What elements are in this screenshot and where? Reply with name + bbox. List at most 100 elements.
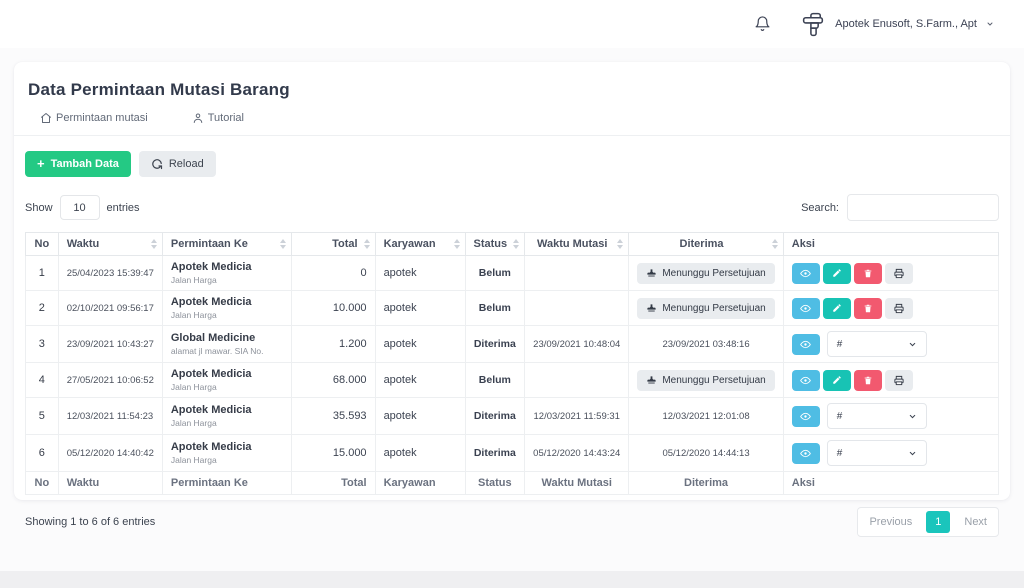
print-button[interactable] [884,297,913,319]
cell-status: Diterima [464,434,526,472]
cell-aksi [782,362,1000,398]
column-label: Waktu Mutasi [536,238,608,250]
plus-icon: + [37,156,45,171]
column-label: Diterima [684,477,729,489]
enusoft-logo-icon [801,11,826,38]
action-select[interactable]: # [826,331,927,357]
cell-status: Belum [464,290,526,326]
cell-status: Belum [464,362,526,398]
delete-button[interactable] [853,262,882,284]
nav-item-tutorial[interactable]: Tutorial [192,112,244,124]
action-select[interactable]: # [826,440,927,466]
view-button[interactable] [791,442,820,464]
cell-waktu-mutasi [524,362,630,398]
delete-button[interactable] [853,369,882,391]
page-length-select[interactable]: 10 [59,195,100,220]
column-header-waktu-mutasi[interactable]: Waktu Mutasi [524,232,630,256]
current-page-button[interactable]: 1 [926,511,951,533]
column-label: No [34,477,50,489]
search-input[interactable] [847,194,999,221]
edit-button[interactable] [822,369,851,391]
user-menu-button[interactable]: Apotek Enusoft, S.Farm., Apt [801,11,994,38]
cell-status: Belum [464,255,526,291]
cell-permintaan-ke: Apotek Medicia Jalan Harga [161,255,292,291]
reload-button[interactable]: Reload [138,151,216,177]
pending-approval-label: Menunggu Persetujuan [662,302,766,314]
page-bottom-strip [0,571,1024,588]
column-header-diterima[interactable]: Diterima [628,232,784,256]
pending-approval-button[interactable]: Menunggu Persetujuan [637,297,775,319]
column-footer-aksi: Aksi [782,471,1000,495]
eye-icon [799,339,812,350]
column-header-status[interactable]: Status [464,232,526,256]
column-header-karyawan[interactable]: Karyawan [374,232,466,256]
column-header-permintaan-ke[interactable]: Permintaan Ke [161,232,292,256]
nav-item-permintaan-mutasi[interactable]: Permintaan mutasi [40,112,148,124]
action-select-value: # [836,410,843,422]
column-label: Status [478,477,512,489]
cell-waktu-mutasi [524,290,630,326]
pagination: Previous 1 Next [857,507,999,537]
card-body: + Tambah Data Reload Show 10 entries Sea… [14,136,1010,537]
reload-label: Reload [168,158,204,170]
table-row: 3 23/09/2021 10:43:27 Global Medicine alama… [25,325,1000,363]
destination-address: Jalan Harga [170,275,217,285]
nav-label: Tutorial [207,112,244,124]
column-footer-waktu: Waktu [57,471,163,495]
home-icon [40,112,52,124]
cell-waktu: 05/12/2020 14:40:42 [57,434,163,472]
destination-name: Apotek Medicia [170,404,252,416]
previous-page-button[interactable]: Previous [858,509,924,535]
view-button[interactable] [791,262,820,284]
column-header-total[interactable]: Total [290,232,376,256]
eye-icon [799,303,812,314]
mutation-request-table: No Waktu Permintaan Ke Total Karyawan Status W… [25,232,1000,495]
cell-karyawan: apotek [374,325,466,363]
print-button[interactable] [884,262,913,284]
view-button[interactable] [791,333,820,355]
eye-icon [799,268,812,279]
pending-approval-button[interactable]: Menunggu Persetujuan [637,369,775,391]
search-label: Search: [801,201,839,214]
table-body: 1 25/04/2023 15:39:47 Apotek Medicia Jalan … [25,255,1000,472]
pencil-icon [832,303,842,313]
cell-waktu: 27/05/2021 10:06:52 [57,362,163,398]
cell-permintaan-ke: Apotek Medicia Jalan Harga [161,362,292,398]
edit-button[interactable] [822,262,851,284]
action-select[interactable]: # [826,403,927,429]
view-button[interactable] [791,297,820,319]
pending-approval-button[interactable]: Menunggu Persetujuan [637,262,775,284]
content-card: Data Permintaan Mutasi Barang Permintaan… [14,62,1010,537]
column-label: No [34,238,50,250]
show-label: Show [25,201,53,214]
delete-button[interactable] [853,297,882,319]
diterima-timestamp: 05/12/2020 14:44:13 [662,448,750,459]
add-data-button[interactable]: + Tambah Data [25,151,131,177]
column-label: Waktu [66,238,100,250]
cell-status: Diterima [464,397,526,435]
cell-total: 68.000 [290,362,376,398]
column-label: Karyawan [383,477,436,489]
column-label: Karyawan [383,238,436,250]
print-button[interactable] [884,369,913,391]
pending-approval-label: Menunggu Persetujuan [662,374,766,386]
edit-button[interactable] [822,297,851,319]
next-page-button[interactable]: Next [953,509,998,535]
sort-icon [453,239,460,249]
cell-total: 0 [290,255,376,291]
stamp-icon [646,375,657,386]
cell-waktu: 25/04/2023 15:39:47 [57,255,163,291]
nav-label: Permintaan mutasi [56,112,148,124]
view-button[interactable] [791,405,820,427]
cell-permintaan-ke: Apotek Medicia Jalan Harga [161,434,292,472]
cell-waktu: 02/10/2021 09:56:17 [57,290,163,326]
notifications-button[interactable] [754,15,771,33]
add-data-label: Tambah Data [50,158,119,170]
printer-icon [893,303,905,314]
destination-address: Jalan Harga [170,382,217,392]
column-header-waktu[interactable]: Waktu [57,232,163,256]
sort-icon [150,239,157,249]
stamp-icon [646,268,657,279]
search-control: Search: [801,194,999,221]
view-button[interactable] [791,369,820,391]
